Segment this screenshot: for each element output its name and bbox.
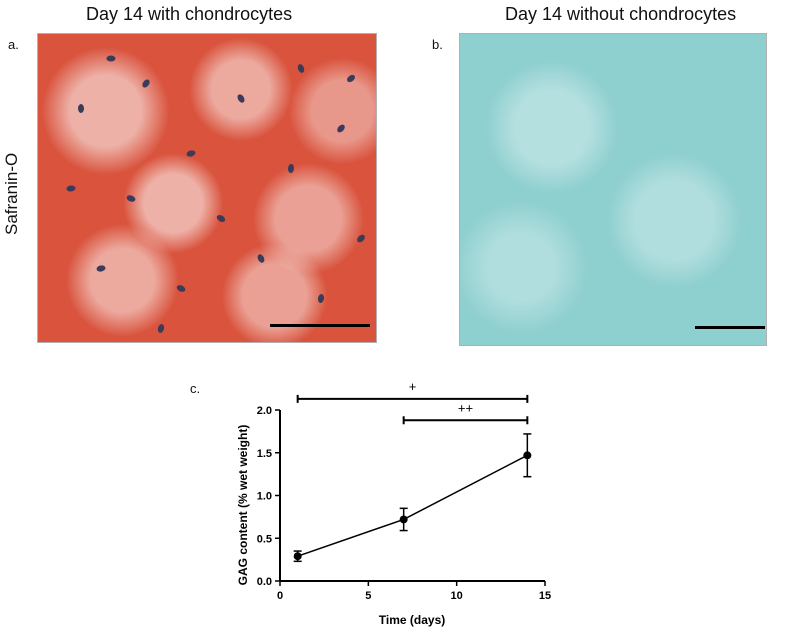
x-tick-label: 15 <box>539 590 551 602</box>
cell-nucleus <box>106 55 116 62</box>
gag-chart: 0.00.51.01.52.00 5 10 15+++ GAG content (% … <box>236 379 551 627</box>
significance-label: ++ <box>458 400 473 415</box>
micrograph-a <box>37 33 377 343</box>
scale-bar-b <box>695 326 765 329</box>
cell-nucleus <box>236 93 246 104</box>
micrograph-b <box>459 33 767 346</box>
panel-b-letter: b. <box>432 37 443 52</box>
data-point <box>293 552 302 561</box>
y-tick-label: 1.0 <box>257 491 272 503</box>
cell-nucleus <box>156 323 166 334</box>
y-tick-label: 0.5 <box>257 533 272 545</box>
y-tick-label: 0.0 <box>257 576 272 588</box>
panel-a-title: Day 14 with chondrocytes <box>86 4 293 24</box>
y-tick-label: 1.5 <box>257 448 272 460</box>
cell-nucleus <box>296 63 306 74</box>
cell-nucleus <box>78 104 84 113</box>
cell-nucleus <box>317 293 325 304</box>
data-point <box>523 451 532 460</box>
cell-nucleus <box>287 163 295 174</box>
panel-b-title: Day 14 without chondrocytes <box>505 4 737 24</box>
cell-nucleus <box>345 73 357 84</box>
cell-nucleus <box>125 194 137 203</box>
cell-nucleus <box>335 123 347 134</box>
cell-nucleus <box>256 253 266 264</box>
cell-nucleus <box>175 283 187 294</box>
x-tick-label: 5 <box>365 590 371 602</box>
cell-nucleus <box>215 213 227 224</box>
cell-nucleus <box>96 264 106 273</box>
y-axis-label: GAG content (% wet weight) <box>236 425 250 586</box>
x-tick-label: 10 <box>451 590 463 602</box>
cell-nucleus <box>66 185 76 192</box>
scale-bar-a <box>270 324 370 327</box>
cell-nucleus <box>185 149 197 158</box>
cell-nucleus <box>355 233 367 244</box>
stain-row-label: Safranin-O <box>2 152 21 235</box>
series-line <box>297 454 528 557</box>
significance-label: + <box>409 379 417 394</box>
panel-c-letter: c. <box>190 381 201 396</box>
x-axis-label: Time (days) <box>379 613 445 627</box>
data-point <box>399 515 408 524</box>
panel-a-letter: a. <box>8 37 19 52</box>
cell-nucleus <box>140 78 152 89</box>
x-tick-label: 0 <box>277 590 283 602</box>
y-tick-label: 2.0 <box>257 405 272 417</box>
